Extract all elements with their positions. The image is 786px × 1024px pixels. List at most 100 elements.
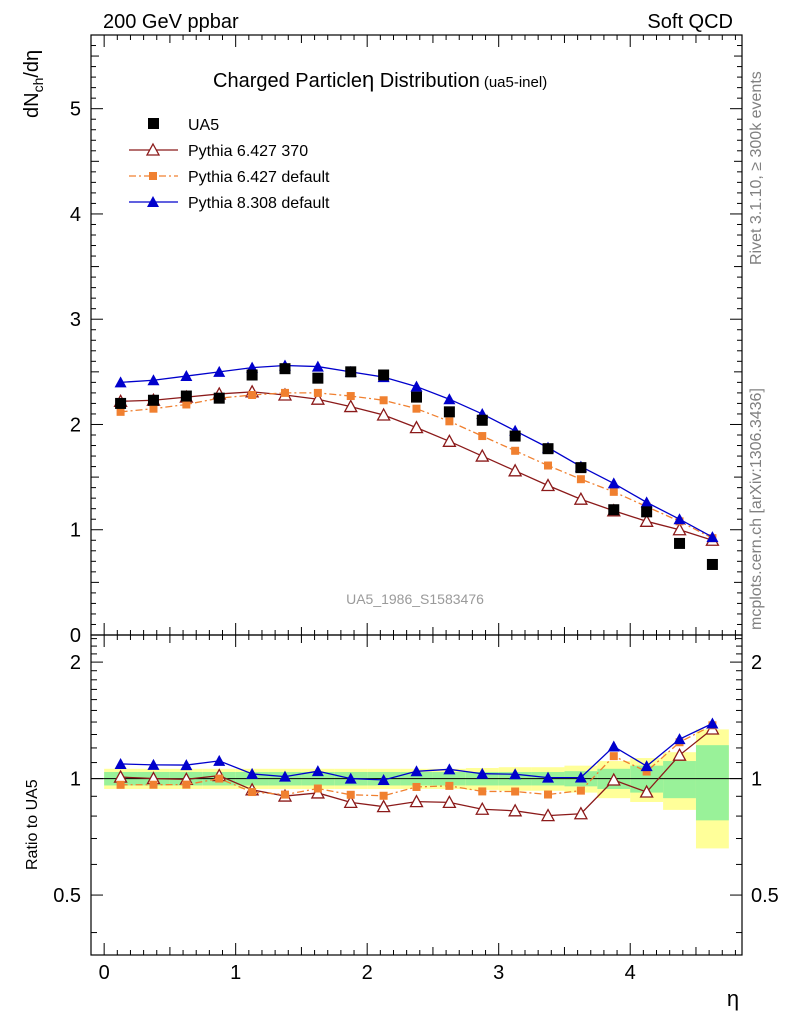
y-ratio-tick-label-left-1: 1 <box>70 769 81 791</box>
ratio-0-point-16 <box>639 784 654 798</box>
series-1-point-14 <box>576 475 585 484</box>
series-0-point-9 <box>409 420 424 434</box>
ratio-2-point-16 <box>640 760 653 772</box>
ratio-1-point-11 <box>478 787 487 796</box>
ratio-1-point-6 <box>313 784 322 793</box>
band-green-17 <box>663 761 696 799</box>
ratio-2-point-12 <box>509 768 522 780</box>
series-1-point-0 <box>116 407 125 416</box>
x-axis-label: η <box>727 986 739 1011</box>
x-tick-label-2: 2 <box>362 962 373 984</box>
ua5-point-11 <box>476 414 488 426</box>
ua5-point-12 <box>509 430 521 442</box>
ratio-1-point-10 <box>445 781 454 790</box>
series-1-point-9 <box>412 404 421 413</box>
rivet-label: Rivet 3.1.10, ≥ 300k events <box>748 71 765 265</box>
ua5-point-9 <box>411 391 422 403</box>
ratio-2-point-14 <box>574 771 587 783</box>
ua5-point-5 <box>279 363 291 375</box>
main-series-group <box>113 359 720 570</box>
ratio-1-point-4 <box>248 788 257 797</box>
series-1-point-10 <box>445 417 454 426</box>
series-2-point-2 <box>180 370 193 382</box>
series-2-point-9 <box>410 380 423 392</box>
series-1-point-1 <box>149 404 158 413</box>
series-1-point-2 <box>182 400 191 409</box>
ratio-1-point-15 <box>609 752 618 761</box>
ratio-1-point-3 <box>215 774 224 783</box>
legend-label-pythia6-370: Pythia 6.427 370 <box>188 143 308 160</box>
series-0-point-14 <box>573 491 588 505</box>
ratio-0-point-7 <box>343 795 358 809</box>
series-2-point-17 <box>673 513 686 525</box>
ratio-1-point-5 <box>280 790 289 799</box>
legend-marker-pythia6-370 <box>145 142 161 156</box>
ratio-2-point-1 <box>147 758 160 770</box>
series-1-point-13 <box>544 461 553 470</box>
series-1-point-7 <box>346 392 355 401</box>
legend-label-pythia6-default: Pythia 6.427 default <box>188 169 330 186</box>
series-line-0 <box>120 391 713 541</box>
ratio-2-point-5 <box>278 770 291 782</box>
ratio-2-point-11 <box>476 767 489 779</box>
series-line-1 <box>120 392 713 539</box>
ratio-1-point-8 <box>379 791 388 800</box>
band-green-18 <box>695 745 729 821</box>
series-2-point-10 <box>443 393 456 405</box>
ua5-point-15 <box>608 504 620 516</box>
ratio-2-point-0 <box>114 757 127 769</box>
ratio-0-point-8 <box>376 799 391 813</box>
ua5-point-8 <box>378 369 390 381</box>
y-axis-label-top: dNch/dη <box>21 50 46 118</box>
y-axis-label-ratio: Ratio to UA5 <box>24 779 41 870</box>
y-ratio-tick-label-right-0: 0.5 <box>751 885 779 907</box>
ratio-0-point-14 <box>573 806 588 820</box>
ratio-1-point-0 <box>116 780 125 789</box>
series-1-point-12 <box>511 446 520 455</box>
series-0-point-13 <box>540 478 556 492</box>
series-0-point-11 <box>475 448 490 462</box>
series-1-point-5 <box>280 388 289 397</box>
y-top-tick-label-2: 2 <box>70 414 81 436</box>
y-top-tick-label-5: 5 <box>70 99 81 121</box>
ratio-2-point-2 <box>180 759 193 771</box>
ua5-point-10 <box>443 406 455 418</box>
series-1-point-8 <box>379 396 388 405</box>
x-tick-label-4: 4 <box>625 962 636 984</box>
ua5-point-17 <box>674 537 686 549</box>
y-ratio-tick-label-left-2: 2 <box>70 652 81 674</box>
ratio-2-point-8 <box>377 773 390 785</box>
series-1-point-4 <box>248 391 257 399</box>
analysis-watermark: UA5_1986_S1583476 <box>346 591 484 607</box>
y-ratio-tick-label-right-1: 1 <box>751 769 762 791</box>
ratio-1-point-13 <box>544 790 553 799</box>
ratio-series-group <box>113 717 720 822</box>
y-top-tick-label-4: 4 <box>70 204 81 226</box>
ua5-point-6 <box>312 372 324 384</box>
x-tick-label-1: 1 <box>230 962 241 984</box>
series-0-point-6 <box>310 391 325 405</box>
ua5-point-2 <box>180 390 192 402</box>
series-2-point-18 <box>706 531 719 543</box>
legend-label-ua5: UA5 <box>188 117 219 134</box>
legend: UA5 Pythia 6.427 370 Pythia 6.427 defaul… <box>129 117 330 212</box>
series-0-point-7 <box>343 399 358 413</box>
ratio-0-point-15 <box>606 772 621 786</box>
y-top-tick-label-3: 3 <box>70 309 81 331</box>
y-top-tick-label-0: 0 <box>70 625 81 647</box>
ua5-point-1 <box>147 394 159 406</box>
ratio-1-point-1 <box>149 780 158 789</box>
ratio-1-point-9 <box>412 782 421 791</box>
legend-marker-pythia8-default <box>147 196 159 207</box>
series-2-point-16 <box>640 496 653 508</box>
series-2-point-15 <box>607 477 620 489</box>
series-1-point-11 <box>478 432 487 441</box>
ua5-point-16 <box>641 506 653 518</box>
ratio-2-point-7 <box>344 772 357 784</box>
series-0-point-16 <box>639 513 654 527</box>
x-tick-label-3: 3 <box>493 962 504 984</box>
ua5-point-4 <box>246 369 258 381</box>
ratio-plot-frame <box>90 634 743 956</box>
ratio-0-point-11 <box>475 801 490 815</box>
series-0-point-10 <box>442 433 457 447</box>
